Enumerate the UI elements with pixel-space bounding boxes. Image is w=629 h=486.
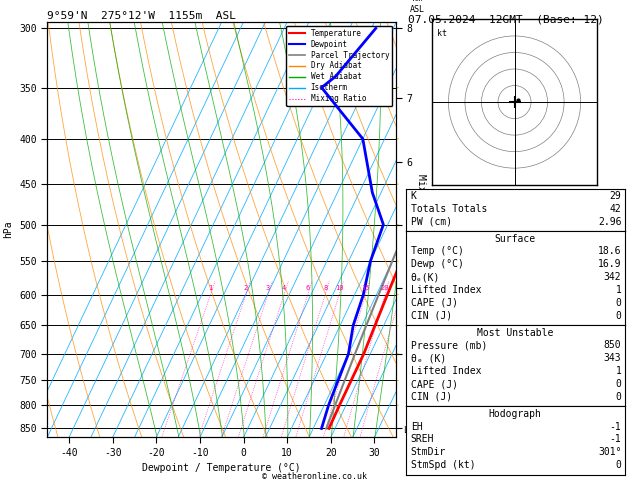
Text: Lifted Index: Lifted Index [411,285,481,295]
Text: Totals Totals: Totals Totals [411,204,487,214]
Text: CAPE (J): CAPE (J) [411,379,458,389]
Text: 0: 0 [616,392,621,402]
Text: θₑ (K): θₑ (K) [411,353,446,364]
Text: 850: 850 [604,341,621,350]
Text: Surface: Surface [494,234,536,243]
Text: 29: 29 [610,191,621,201]
Text: -1: -1 [610,422,621,432]
Y-axis label: Mixing Ratio (g/kg): Mixing Ratio (g/kg) [416,174,426,285]
Text: 07.05.2024  12GMT  (Base: 12): 07.05.2024 12GMT (Base: 12) [408,15,603,25]
Text: Dewp (°C): Dewp (°C) [411,260,464,269]
Text: CAPE (J): CAPE (J) [411,298,458,308]
Text: 1: 1 [616,366,621,376]
Text: θₑ(K): θₑ(K) [411,272,440,282]
Text: 18.6: 18.6 [598,246,621,257]
Text: CIN (J): CIN (J) [411,392,452,402]
Text: EH: EH [411,422,423,432]
Text: LCL: LCL [403,426,418,435]
Text: 4: 4 [282,285,286,291]
Text: Pressure (mb): Pressure (mb) [411,341,487,350]
Text: 0: 0 [616,311,621,321]
Text: 16.9: 16.9 [598,260,621,269]
Text: StmSpd (kt): StmSpd (kt) [411,460,476,470]
Text: 8: 8 [323,285,327,291]
Text: kt: kt [437,29,447,38]
Text: 6: 6 [306,285,310,291]
Text: 9°59'N  275°12'W  1155m  ASL: 9°59'N 275°12'W 1155m ASL [47,11,236,21]
Text: 10: 10 [335,285,343,291]
Text: CIN (J): CIN (J) [411,311,452,321]
Text: -1: -1 [610,434,621,445]
Text: 15: 15 [361,285,370,291]
Text: 42: 42 [610,204,621,214]
Text: km
ASL: km ASL [409,0,425,14]
Text: K: K [411,191,416,201]
Text: SREH: SREH [411,434,434,445]
Text: 1: 1 [208,285,213,291]
Text: 0: 0 [616,379,621,389]
Text: © weatheronline.co.uk: © weatheronline.co.uk [262,472,367,481]
Text: 1: 1 [616,285,621,295]
Text: 0: 0 [616,460,621,470]
Y-axis label: hPa: hPa [4,221,14,239]
Text: 20: 20 [381,285,389,291]
X-axis label: Dewpoint / Temperature (°C): Dewpoint / Temperature (°C) [142,463,301,473]
Text: 0: 0 [616,298,621,308]
Text: 342: 342 [604,272,621,282]
Text: 2: 2 [244,285,248,291]
Text: Lifted Index: Lifted Index [411,366,481,376]
Text: StmDir: StmDir [411,448,446,457]
Text: PW (cm): PW (cm) [411,217,452,227]
Text: 301°: 301° [598,448,621,457]
Legend: Temperature, Dewpoint, Parcel Trajectory, Dry Adiabat, Wet Adiabat, Isotherm, Mi: Temperature, Dewpoint, Parcel Trajectory… [286,26,392,106]
Text: 2.96: 2.96 [598,217,621,227]
Text: Hodograph: Hodograph [489,409,542,419]
Text: Temp (°C): Temp (°C) [411,246,464,257]
Text: 3: 3 [265,285,270,291]
Text: Most Unstable: Most Unstable [477,328,554,338]
Text: 343: 343 [604,353,621,364]
